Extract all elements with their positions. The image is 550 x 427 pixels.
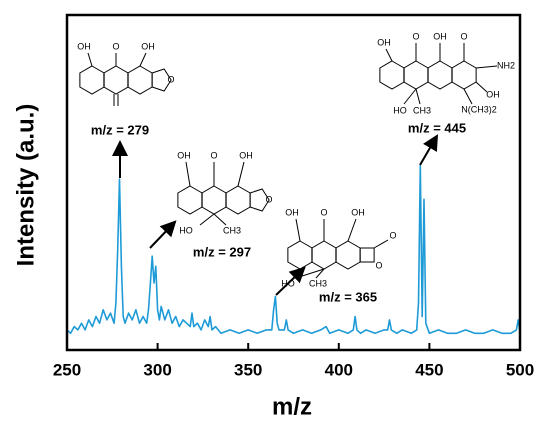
- structure-atom: OH: [177, 150, 191, 160]
- structure-ring: [287, 240, 313, 270]
- structure-atom: HO: [393, 105, 407, 115]
- structure-bond: [373, 239, 389, 249]
- annotation-arrow: [149, 220, 177, 249]
- structure-bond: [213, 213, 227, 226]
- structure-atom: OH: [239, 150, 253, 160]
- structure-bond: [463, 88, 473, 105]
- x-tick-label: 500: [506, 360, 534, 379]
- structure-ring: [201, 185, 227, 215]
- structure-atom: O: [375, 260, 382, 270]
- structure-atom: O: [167, 74, 174, 84]
- structure-atom: OH: [141, 41, 155, 51]
- annotation-label: m/z = 279: [91, 122, 149, 137]
- structure-bond: [475, 81, 488, 93]
- structure-ring: [311, 240, 337, 270]
- structure-atom: NH2: [497, 60, 515, 70]
- structure-ring: [451, 60, 477, 90]
- structure-bond: [295, 218, 301, 242]
- spectrum-line: [66, 164, 521, 335]
- structure-bond: [185, 161, 191, 187]
- structure-atom: O: [265, 194, 272, 204]
- y-axis-title: Intensity (a.u.): [12, 104, 39, 267]
- structure-atom: OH: [486, 89, 500, 99]
- annotation-arrow: [275, 266, 306, 296]
- structure-ring: [359, 247, 375, 263]
- structure-atom: O: [412, 31, 419, 41]
- x-tick-label: 450: [415, 360, 443, 379]
- structure-ring: [225, 185, 251, 215]
- structure-atom: OH: [377, 37, 391, 47]
- structure-bond: [87, 52, 93, 67]
- structure-ring: [249, 188, 270, 212]
- x-tick-label: 350: [234, 360, 262, 379]
- structure-bond: [139, 52, 147, 67]
- structure-ring: [335, 240, 361, 270]
- structure-bond: [347, 218, 357, 242]
- structure-atom: CH3: [309, 278, 327, 288]
- structure-atom: O: [320, 207, 327, 217]
- structure-atom: OH: [285, 207, 299, 217]
- structure-bond: [385, 48, 393, 62]
- structure-atom: O: [460, 31, 467, 41]
- x-tick-label: 300: [143, 360, 171, 379]
- structure-bond: [475, 65, 498, 69]
- annotation-label: m/z = 297: [193, 244, 251, 259]
- annotation-label: m/z = 445: [408, 120, 466, 135]
- structure-bond: [199, 213, 215, 226]
- structure-ring: [403, 60, 429, 90]
- annotation-label: m/z = 365: [319, 289, 377, 304]
- structure-atom: N(CH3)2: [461, 104, 497, 114]
- structure-atom: OH: [433, 31, 447, 41]
- annotation-arrow: [419, 134, 439, 166]
- structure-atom: OH: [351, 207, 365, 217]
- structure-bond: [315, 268, 325, 279]
- structure-ring: [177, 185, 203, 215]
- structure-ring: [103, 65, 129, 95]
- structure-ring: [127, 65, 153, 95]
- x-tick-label: 400: [325, 360, 353, 379]
- plot-frame: [65, 13, 522, 352]
- structure-ring: [151, 68, 172, 92]
- structure-bond: [415, 88, 421, 105]
- structure-bond: [403, 88, 417, 105]
- structure-atom: O: [210, 150, 217, 160]
- structure-atom: CH3: [223, 225, 241, 235]
- structure-atom: OH: [77, 41, 91, 51]
- structure-ring: [427, 60, 453, 90]
- structure-ring: [79, 65, 105, 95]
- structure-bond: [237, 161, 245, 187]
- structure-atom: CH3: [413, 105, 431, 115]
- structure-atom: O: [389, 230, 396, 240]
- structure-atom: O: [112, 41, 119, 51]
- structure-ring: [379, 60, 405, 90]
- x-tick-label: 250: [53, 360, 81, 379]
- structure-atom: HO: [179, 225, 193, 235]
- x-axis-title: m/z: [272, 393, 312, 420]
